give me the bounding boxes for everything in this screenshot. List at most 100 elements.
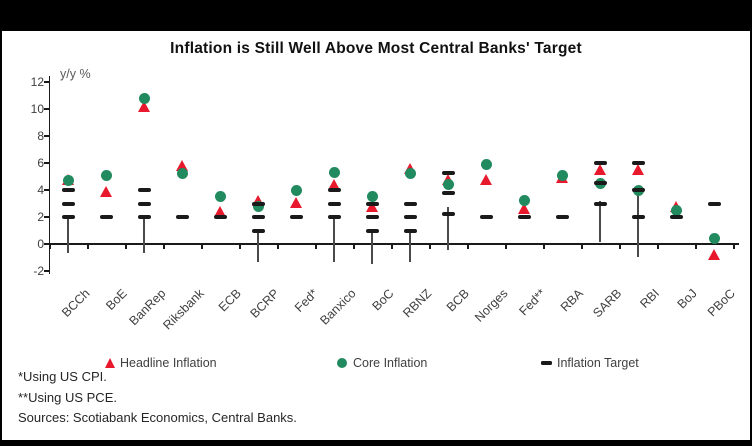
target-marker-rbi-4	[631, 188, 645, 192]
target-marker-boc-2	[365, 215, 379, 219]
target-marker-bcb-3.75	[441, 191, 455, 196]
target-marker-fed-2	[517, 215, 531, 219]
target-marker-bcrp-1	[251, 228, 265, 233]
x-tick-5	[239, 244, 241, 249]
target-marker-banrep-2	[137, 215, 151, 219]
x-label-riksbank: Riksbank	[159, 286, 207, 333]
x-label-bcch: BCCh	[58, 286, 93, 320]
x-tick-4	[201, 244, 203, 249]
target-marker-bcrp-2	[251, 215, 265, 219]
target-marker-rbnz-3	[403, 201, 417, 206]
x-label-pboc: PBoC	[705, 286, 739, 320]
x-tick-8	[353, 244, 355, 249]
target-marker-pboc-3	[707, 201, 721, 206]
footnotes: *Using US CPI. **Using US PCE. Sources: …	[18, 370, 297, 432]
headline-marker-fed	[289, 196, 302, 208]
x-tick-7	[315, 244, 317, 249]
headline-marker-boe	[99, 185, 112, 197]
core-marker-riksbank	[176, 168, 188, 180]
target-marker-banrep-3	[137, 201, 151, 206]
target-marker-rba-2	[555, 215, 569, 219]
target-marker-sarb-4.5	[593, 181, 607, 186]
y-tick-label-6: 6	[37, 156, 44, 170]
core-marker-norges	[480, 158, 492, 170]
legend-item-core: Core Inflation	[337, 355, 427, 371]
target-marker-rbnz-2	[403, 215, 417, 219]
headline-marker-ecb	[213, 206, 226, 218]
y-tick-label-12: 12	[30, 75, 44, 89]
target-marker-rbnz-1	[403, 228, 417, 233]
y-axis-line	[48, 76, 50, 274]
x-tick-16	[657, 244, 659, 249]
x-tick-0	[49, 244, 51, 249]
core-marker-banrep	[138, 92, 150, 104]
core-marker-rba	[556, 169, 568, 181]
core-marker-boe	[100, 169, 112, 181]
range-line-banrep	[143, 217, 145, 253]
x-label-boc: BoC	[369, 286, 397, 314]
headline-marker-fed	[517, 203, 530, 215]
core-marker-fed	[290, 184, 302, 196]
target-marker-bcch-3	[61, 201, 75, 206]
target-marker-rbi-2	[631, 215, 645, 219]
target-marker-bcb-2.25	[441, 211, 455, 216]
target-marker-bcrp-3	[251, 201, 265, 206]
x-label-banxico: Banxico	[316, 286, 359, 328]
range-line-rbi	[637, 191, 639, 258]
target-marker-boc-3	[365, 201, 379, 206]
x-tick-15	[619, 244, 621, 249]
y-tick-label--2: -2	[33, 264, 44, 278]
y-tick--2	[44, 270, 49, 272]
x-label-norges: Norges	[471, 286, 511, 325]
headline-marker-sarb	[593, 164, 606, 176]
target-marker-boj-2	[669, 215, 683, 219]
x-tick-10	[429, 244, 431, 249]
x-label-sarb: SARB	[590, 286, 625, 321]
range-line-rbnz	[409, 230, 411, 262]
target-marker-banrep-4	[137, 188, 151, 192]
x-tick-11	[467, 244, 469, 249]
y-tick-4	[44, 189, 49, 191]
x-label-ecb: ECB	[216, 286, 245, 315]
y-tick-label-0: 0	[37, 237, 44, 251]
footnote-sources: Sources: Scotiabank Economics, Central B…	[18, 410, 297, 425]
legend-label-target: Inflation Target	[557, 356, 639, 370]
target-marker-bcch-2	[61, 215, 75, 219]
target-marker-ecb-2	[213, 215, 227, 219]
core-marker-rbnz	[404, 168, 416, 180]
core-marker-bcrp	[252, 200, 264, 212]
core-marker-boc	[366, 191, 378, 203]
legend: Headline Inflation Core Inflation Inflat…	[2, 355, 750, 373]
x-label-fed: Fed**	[516, 286, 549, 319]
x-tick-13	[543, 244, 545, 249]
headline-marker-rbi	[631, 164, 644, 176]
x-label-rbnz: RBNZ	[400, 286, 435, 321]
x-label-rbi: RBI	[637, 286, 663, 311]
x-label-boe: BoE	[103, 286, 131, 313]
target-marker-norges-2	[479, 215, 493, 219]
plot-area: 12 10 8 6 4 2 0 -2 BCCh BoE BanRep Riksbank ECB BCRP F…	[2, 31, 750, 440]
y-axis-unit-label: y/y %	[60, 67, 91, 81]
x-label-rba: RBA	[558, 286, 587, 315]
target-marker-boc-1	[365, 228, 379, 233]
range-line-banxico	[333, 217, 335, 262]
legend-label-headline: Headline Inflation	[120, 356, 217, 370]
x-tick-1	[87, 244, 89, 249]
target-marker-riksbank-2	[175, 215, 189, 219]
y-tick-0	[44, 243, 49, 245]
y-tick-2	[44, 216, 49, 218]
target-marker-sarb-6	[593, 161, 607, 165]
core-marker-bcb	[442, 179, 454, 191]
x-label-bcb: BCB	[444, 286, 473, 315]
x-tick-9	[391, 244, 393, 249]
x-tick-14	[581, 244, 583, 249]
headline-marker-banrep	[137, 100, 150, 112]
target-marker-banxico-3	[327, 201, 341, 206]
y-tick-label-8: 8	[37, 129, 44, 143]
x-tick-2	[125, 244, 127, 249]
x-tick-6	[277, 244, 279, 249]
target-marker-rbi-6	[631, 161, 645, 165]
headline-marker-boc	[365, 200, 378, 212]
target-marker-fed-2	[289, 215, 303, 219]
chart-title: Inflation is Still Well Above Most Centr…	[170, 40, 582, 57]
